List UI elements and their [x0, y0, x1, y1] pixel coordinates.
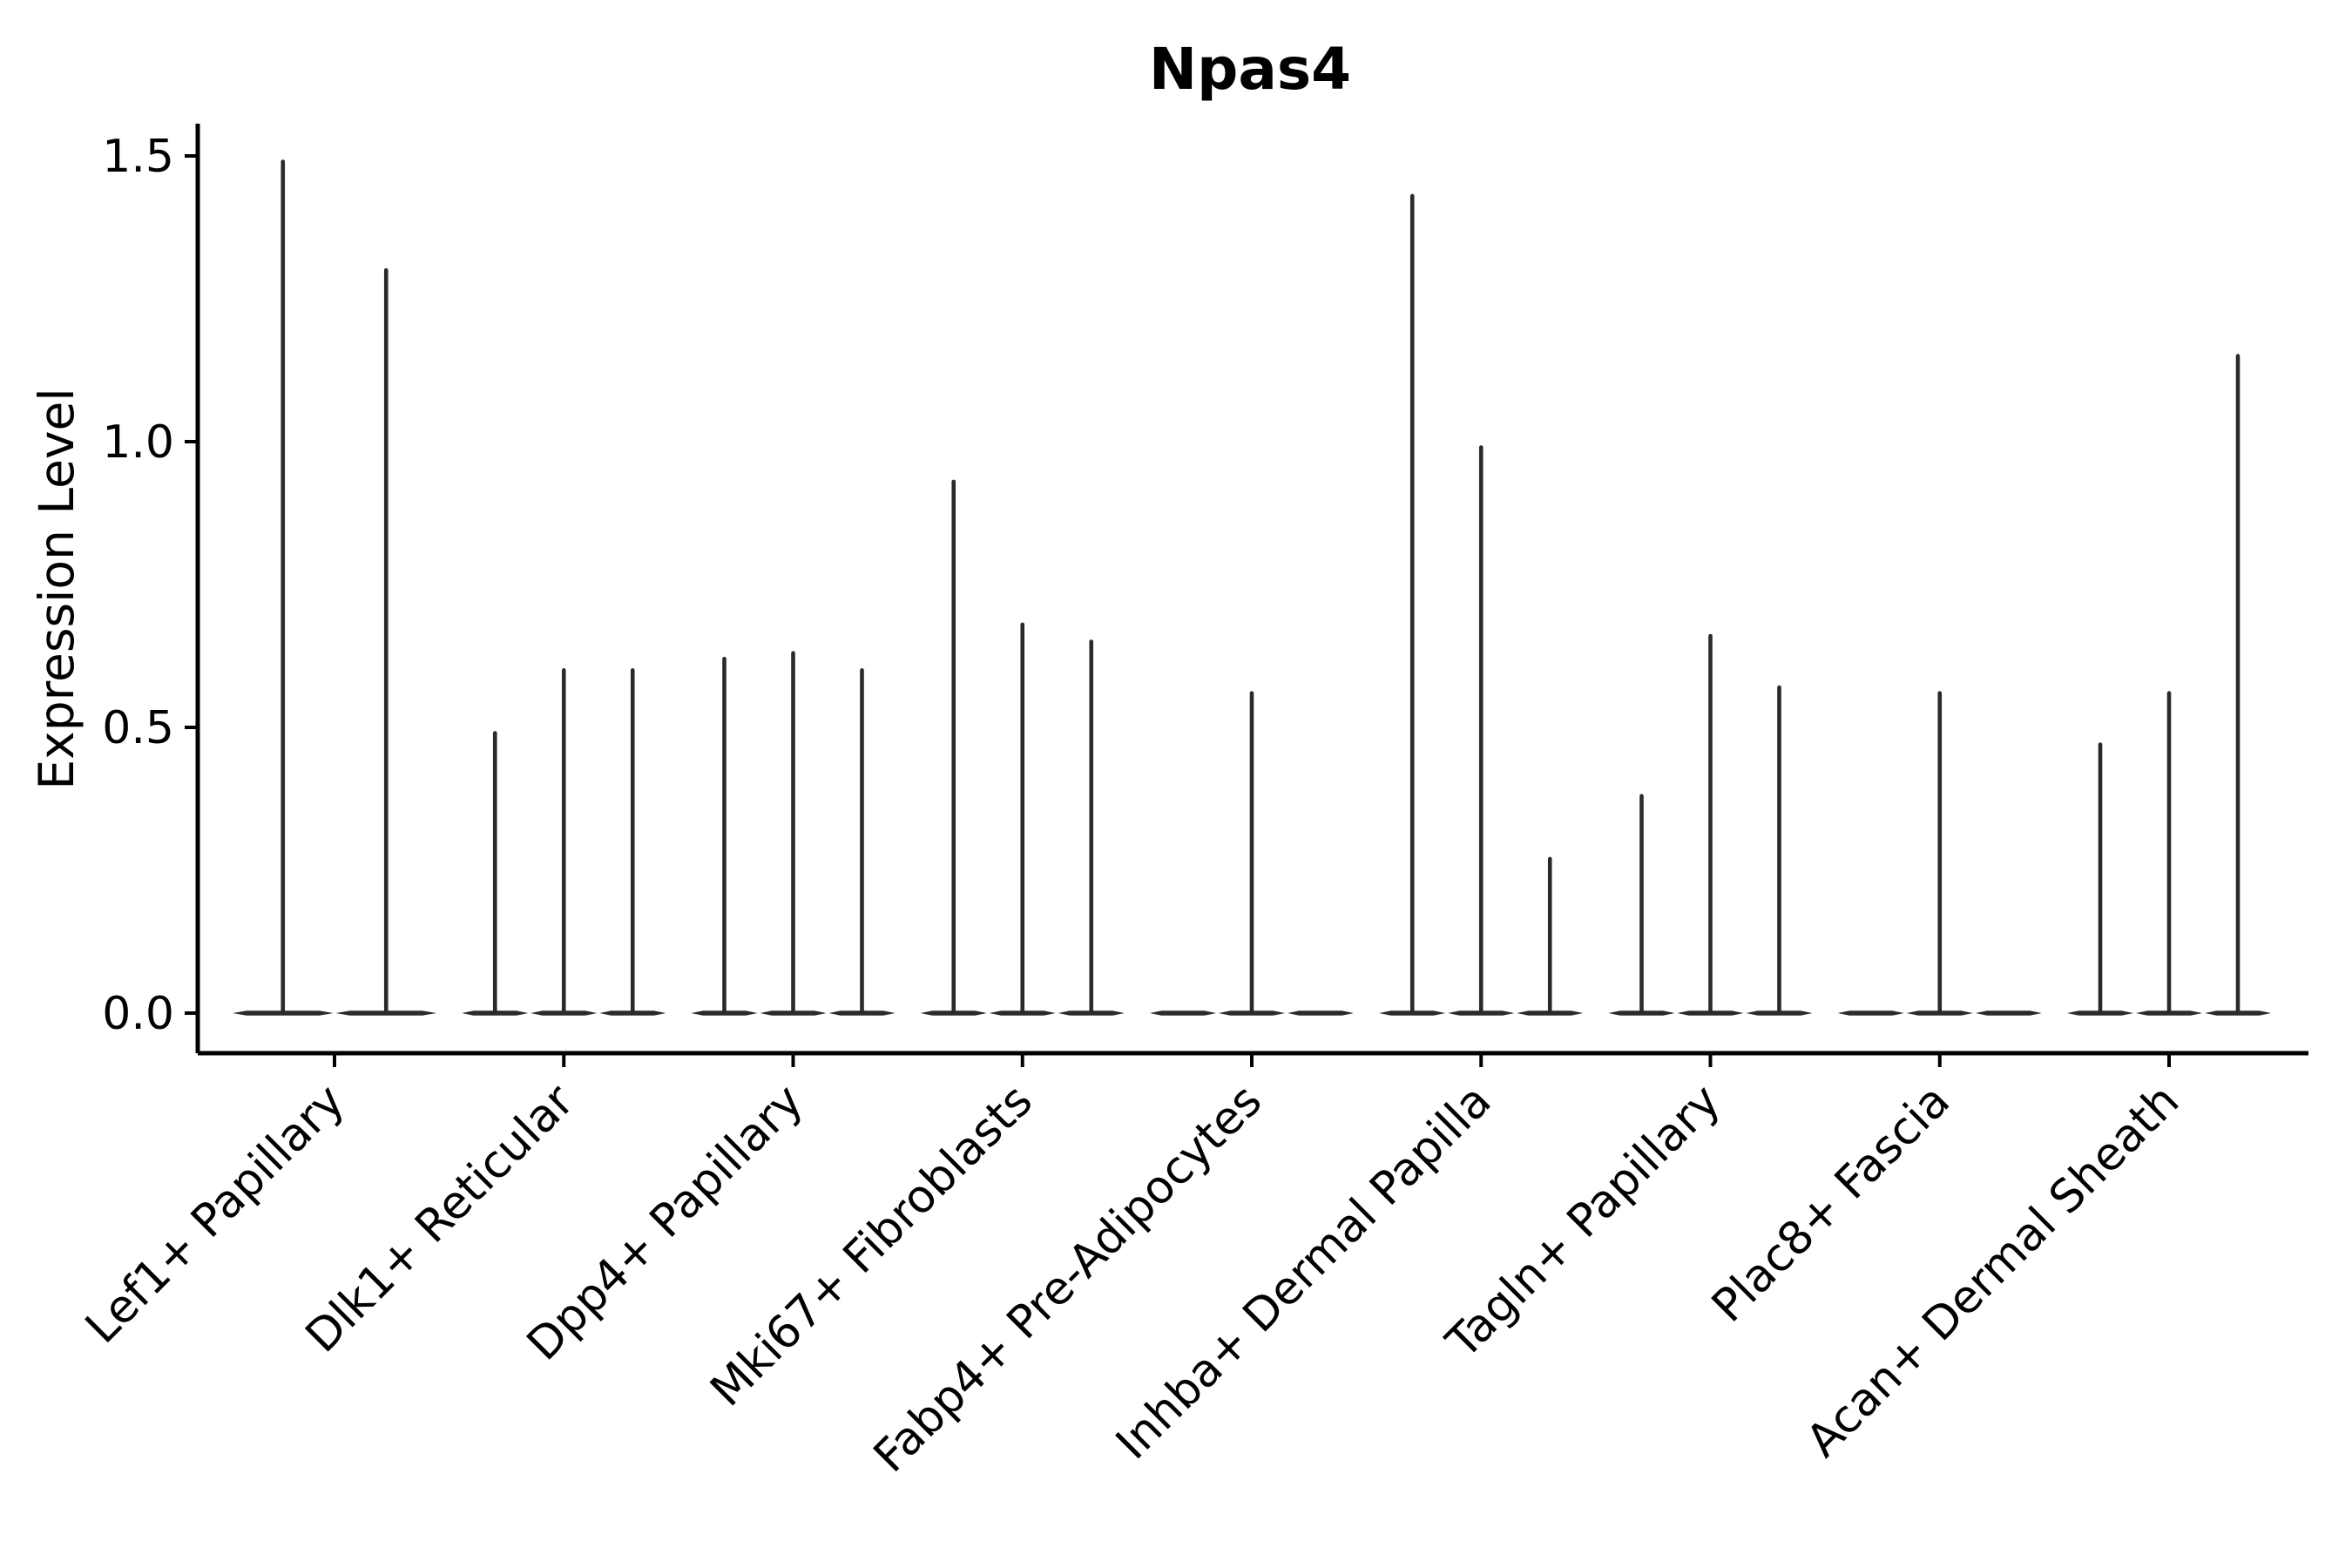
- violin-body: [1150, 1010, 1216, 1016]
- y-tick-label: 0.5: [102, 702, 174, 754]
- violin-body: [1288, 1010, 1354, 1016]
- y-tick-label: 0.0: [102, 988, 174, 1040]
- violin-body: [1975, 1010, 2042, 1016]
- plot-title: Npas4: [1149, 36, 1351, 103]
- y-tick-label: 1.5: [102, 131, 174, 183]
- x-category-label: Acan+ Dermal Sheath: [1797, 1075, 2190, 1468]
- y-axis-label: Expression Level: [29, 388, 84, 789]
- x-category-label: Inhba+ Dermal Papilla: [1106, 1075, 1501, 1470]
- x-category-label: Plac8+ Fascia: [1702, 1075, 1960, 1333]
- violin-body: [1837, 1010, 1904, 1016]
- y-tick-label: 1.0: [102, 416, 174, 469]
- x-category-label: Fabp4+ Pre-Adipocytes: [864, 1075, 1272, 1483]
